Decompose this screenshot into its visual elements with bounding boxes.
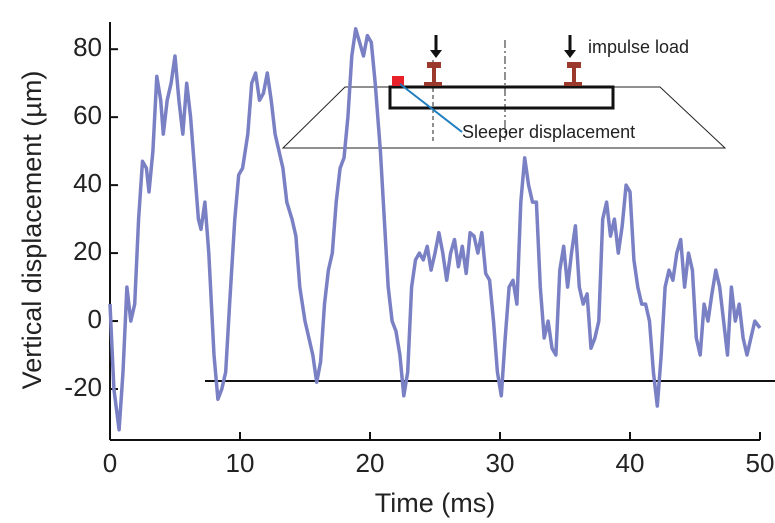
y-tick-label: 20 bbox=[73, 236, 102, 266]
y-tick-label: 60 bbox=[73, 100, 102, 130]
leader-line bbox=[399, 83, 463, 133]
annotation: impulse load bbox=[588, 37, 689, 57]
y-tick-label: 0 bbox=[88, 304, 102, 334]
x-tick-label: 50 bbox=[746, 448, 775, 478]
ballast bbox=[281, 86, 727, 149]
x-tick-label: 20 bbox=[356, 448, 385, 478]
x-tick-label: 10 bbox=[226, 448, 255, 478]
inset-diagram: impulse load Sleeper displacement bbox=[281, 35, 727, 149]
x-tick-label: 40 bbox=[616, 448, 645, 478]
y-tick-label: -20 bbox=[64, 372, 102, 402]
y-tick-label: 40 bbox=[73, 168, 102, 198]
rail bbox=[564, 62, 582, 86]
sensor bbox=[392, 76, 404, 86]
rail bbox=[424, 62, 442, 86]
x-tick-label: 30 bbox=[486, 448, 515, 478]
x-tick-label: 0 bbox=[103, 448, 117, 478]
arrow-head bbox=[564, 50, 576, 58]
arrow-head bbox=[430, 50, 442, 58]
x-axis-title: Time (ms) bbox=[375, 488, 495, 518]
y-axis-title: Vertical displacement (µm) bbox=[17, 71, 47, 390]
y-tick-label: 80 bbox=[73, 32, 102, 62]
sleeper bbox=[388, 85, 615, 110]
data-line bbox=[108, 27, 762, 432]
annotation: Sleeper displacement bbox=[462, 122, 635, 142]
